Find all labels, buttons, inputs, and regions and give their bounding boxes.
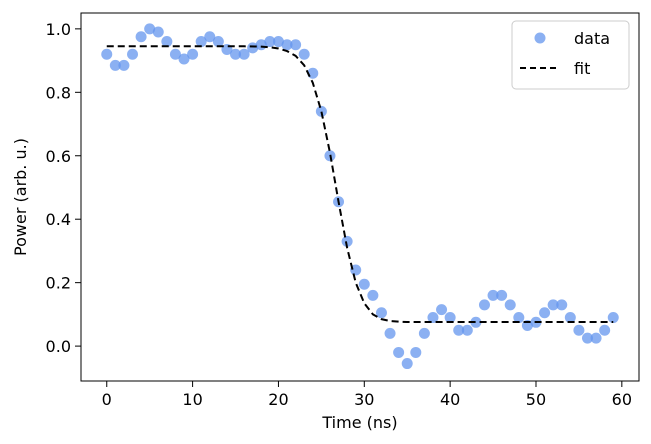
data-point — [212, 36, 224, 48]
x-tick-label: 30 — [354, 390, 374, 409]
y-tick-label: 0.0 — [46, 337, 71, 356]
data-point — [230, 48, 242, 60]
data-point — [109, 59, 121, 71]
data-point — [556, 299, 568, 311]
data-point — [152, 26, 164, 38]
fit-line-layer — [106, 45, 614, 323]
data-point — [607, 312, 619, 324]
data-point — [487, 289, 499, 301]
y-tick-label: 0.8 — [46, 83, 71, 102]
data-point — [101, 48, 113, 60]
data-point — [393, 346, 405, 358]
data-point — [161, 36, 173, 48]
data-point — [504, 299, 516, 311]
x-tick-label: 10 — [182, 390, 202, 409]
data-point — [204, 31, 216, 43]
legend-data-marker — [534, 32, 546, 44]
data-point — [127, 48, 139, 60]
data-point — [264, 36, 276, 48]
data-point — [461, 324, 473, 336]
x-tick-label: 0 — [102, 390, 112, 409]
legend-data-label: data — [574, 29, 610, 48]
data-point — [375, 307, 387, 319]
data-point — [564, 312, 576, 324]
data-point — [590, 332, 602, 344]
y-axis-label: Power (arb. u.) — [11, 138, 30, 256]
data-point — [195, 36, 207, 48]
data-point — [418, 327, 430, 339]
legend-fit-label: fit — [574, 59, 590, 78]
data-point — [169, 48, 181, 60]
data-point — [599, 324, 611, 336]
x-tick-label: 20 — [268, 390, 288, 409]
fit-line — [106, 45, 614, 323]
data-point — [238, 48, 250, 60]
x-tick-label: 40 — [440, 390, 460, 409]
data-point — [187, 48, 199, 60]
data-point — [135, 31, 147, 43]
data-point — [513, 312, 525, 324]
data-point — [436, 304, 448, 316]
data-point — [547, 299, 559, 311]
data-point — [401, 358, 413, 370]
data-point — [367, 289, 379, 301]
data-point — [470, 316, 482, 328]
data-point — [384, 327, 396, 339]
y-tick-label: 0.2 — [46, 274, 71, 293]
y-tick-label: 0.6 — [46, 147, 71, 166]
data-point — [178, 53, 190, 65]
legend: data fit — [511, 20, 630, 90]
data-point — [358, 278, 370, 290]
data-point — [427, 312, 439, 324]
x-tick-label: 50 — [526, 390, 546, 409]
data-point — [453, 324, 465, 336]
data-point — [350, 264, 362, 276]
plot-frame — [80, 12, 640, 382]
data-point — [573, 324, 585, 336]
data-point — [315, 105, 327, 117]
legend-box — [511, 20, 630, 90]
data-point — [247, 42, 259, 54]
data-point — [118, 59, 130, 71]
data-point — [478, 299, 490, 311]
data-point — [290, 39, 302, 51]
data-point — [298, 48, 310, 60]
x-axis-label: Time (ns) — [321, 413, 397, 432]
data-point — [581, 332, 593, 344]
data-points-layer — [101, 23, 619, 370]
data-point — [444, 312, 456, 324]
data-point — [341, 235, 353, 247]
y-tick-label: 0.4 — [46, 210, 71, 229]
data-point — [144, 23, 156, 35]
data-point — [496, 289, 508, 301]
axis-ticks-layer: 0 10 20 30 40 50 60 0.0 0.2 0.4 0.6 0.8 1.0 — [46, 20, 632, 409]
data-point — [539, 307, 551, 319]
x-tick-label: 60 — [612, 390, 632, 409]
data-point — [281, 39, 293, 51]
y-tick-label: 1.0 — [46, 20, 71, 39]
data-point — [410, 346, 422, 358]
data-point — [272, 36, 284, 48]
